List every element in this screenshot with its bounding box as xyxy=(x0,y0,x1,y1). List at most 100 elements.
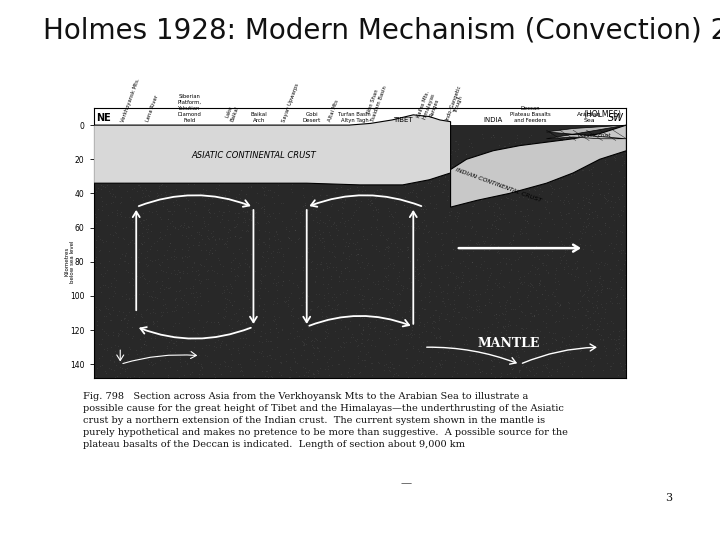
Point xyxy=(150,334,161,342)
Point xyxy=(333,138,345,146)
Point xyxy=(140,184,151,192)
Point xyxy=(100,237,112,246)
Point xyxy=(548,288,559,296)
Point xyxy=(487,330,499,339)
Point xyxy=(520,363,531,372)
Point xyxy=(561,233,572,242)
Point xyxy=(557,314,568,322)
Point xyxy=(222,201,234,210)
Point xyxy=(351,145,362,154)
Point xyxy=(136,138,148,147)
Point xyxy=(191,267,202,275)
Point xyxy=(138,340,150,348)
Point xyxy=(492,167,504,176)
Point xyxy=(449,295,460,304)
Point xyxy=(171,301,183,309)
Point xyxy=(272,191,284,199)
Point xyxy=(368,312,379,321)
Point xyxy=(414,262,426,271)
Point xyxy=(417,157,428,166)
Point xyxy=(436,188,447,197)
Point xyxy=(408,361,420,369)
Point xyxy=(598,147,610,156)
Point xyxy=(610,198,621,206)
Point xyxy=(189,258,200,267)
Point xyxy=(338,249,349,258)
Point xyxy=(172,152,184,160)
Point xyxy=(351,256,363,265)
Point xyxy=(138,167,150,176)
Point xyxy=(464,286,475,295)
Point xyxy=(307,348,319,357)
Point xyxy=(353,354,364,362)
Point xyxy=(95,340,107,349)
Point xyxy=(302,160,313,169)
Point xyxy=(586,325,598,334)
Point xyxy=(411,256,423,265)
Point xyxy=(572,166,584,174)
Point xyxy=(313,144,325,152)
Point xyxy=(518,272,530,280)
Point xyxy=(617,245,629,254)
Point xyxy=(282,295,294,304)
Point xyxy=(465,139,477,147)
Point xyxy=(479,333,490,342)
Point xyxy=(438,260,450,269)
Point xyxy=(245,206,256,214)
Point xyxy=(580,153,592,161)
Point xyxy=(237,370,248,379)
Point xyxy=(428,204,440,212)
Point xyxy=(263,351,274,360)
Point xyxy=(513,366,525,375)
Point xyxy=(179,252,191,261)
Point xyxy=(179,204,191,212)
Point xyxy=(214,192,225,201)
Point xyxy=(269,154,280,163)
Point xyxy=(331,161,343,170)
Point xyxy=(92,183,104,192)
Point xyxy=(114,193,126,201)
Point xyxy=(186,230,197,239)
Point xyxy=(328,263,339,272)
Point xyxy=(587,214,598,222)
Point xyxy=(166,210,178,218)
Point xyxy=(257,238,269,247)
Point xyxy=(345,250,356,259)
Point xyxy=(387,259,399,268)
Point xyxy=(411,265,423,274)
Point xyxy=(576,153,588,161)
Point xyxy=(577,245,589,253)
Point xyxy=(112,328,123,337)
Point xyxy=(356,329,368,338)
Point xyxy=(576,325,588,334)
Point xyxy=(198,219,210,228)
Point xyxy=(264,269,276,278)
Point xyxy=(154,233,166,241)
Point xyxy=(268,297,279,306)
Point xyxy=(341,185,353,194)
Point xyxy=(361,235,373,244)
Point xyxy=(334,308,346,317)
Point xyxy=(418,265,429,273)
Point xyxy=(611,298,623,307)
Point xyxy=(484,298,495,307)
Point xyxy=(96,325,108,333)
Point xyxy=(472,360,484,369)
Point xyxy=(114,144,125,152)
Point xyxy=(321,210,333,219)
Point xyxy=(405,178,417,187)
Point xyxy=(420,372,431,381)
Point xyxy=(176,362,187,371)
Point xyxy=(433,176,444,184)
Point xyxy=(489,373,500,382)
Point xyxy=(354,368,366,376)
Point xyxy=(469,230,480,239)
Point xyxy=(392,188,403,197)
Point xyxy=(183,252,194,260)
Point xyxy=(219,288,230,296)
Point xyxy=(546,364,558,373)
Point xyxy=(405,313,416,321)
Point xyxy=(449,367,460,375)
Point xyxy=(256,347,268,355)
Point xyxy=(320,262,332,271)
